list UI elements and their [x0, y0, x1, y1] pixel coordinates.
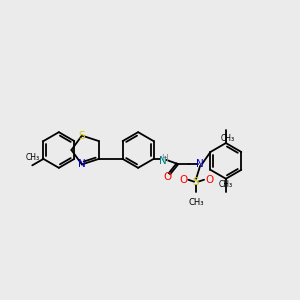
- Text: S: S: [193, 177, 200, 187]
- Text: CH₃: CH₃: [221, 134, 235, 143]
- Text: S: S: [79, 130, 85, 141]
- Text: O: O: [205, 175, 213, 185]
- Text: H: H: [161, 154, 168, 164]
- Text: CH₃: CH₃: [188, 198, 204, 207]
- Text: O: O: [163, 172, 172, 182]
- Text: CH₃: CH₃: [25, 153, 39, 162]
- Text: N: N: [159, 156, 166, 166]
- Text: O: O: [179, 175, 188, 185]
- Text: N: N: [78, 159, 86, 170]
- Text: CH₃: CH₃: [219, 180, 233, 189]
- Text: N: N: [196, 159, 204, 169]
